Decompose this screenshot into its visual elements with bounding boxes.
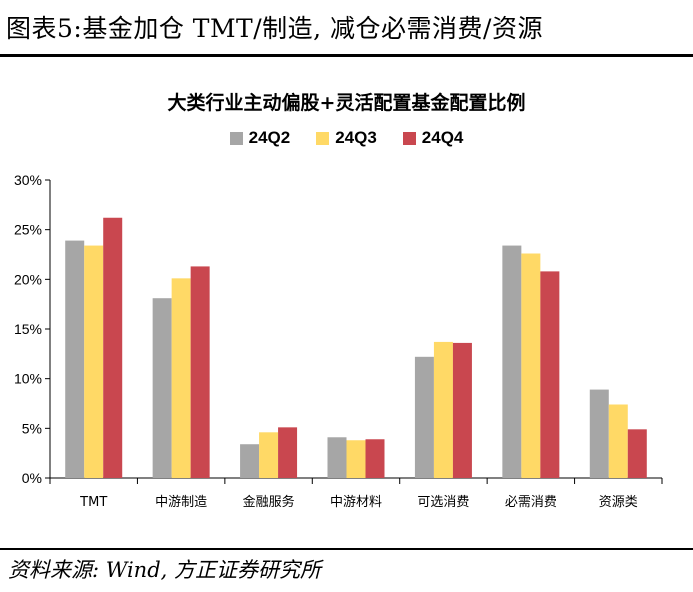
source-note: 资料来源: Wind, 方正证券研究所 xyxy=(8,558,321,582)
legend-swatch xyxy=(229,131,243,145)
bar-24Q4-6 xyxy=(627,429,647,478)
y-tick-label: 0% xyxy=(22,470,42,486)
bar-24Q2-5 xyxy=(502,245,522,478)
bar-24Q3-4 xyxy=(433,341,453,478)
bar-24Q4-2 xyxy=(278,427,298,478)
bar-chart-plot: 0% 5% 10% 15% 20% 25% 30% TMT 中游制造 金融服务 中游材料 可选消费 必需… xyxy=(14,172,663,510)
x-tick-label: 必需消费 xyxy=(505,495,557,510)
bar-24Q3-6 xyxy=(608,404,628,478)
bar-24Q2-0 xyxy=(65,240,85,478)
legend-item-24Q2: 24Q2 xyxy=(229,128,291,148)
bar-24Q2-2 xyxy=(240,444,260,478)
bar-24Q3-2 xyxy=(259,432,279,478)
chart-legend: 24Q2 24Q3 24Q4 xyxy=(0,128,693,148)
legend-label: 24Q2 xyxy=(248,128,291,147)
bar-24Q3-3 xyxy=(346,440,366,478)
legend-label: 24Q3 xyxy=(335,128,377,147)
y-tick-label: 30% xyxy=(14,172,42,188)
bar-24Q4-1 xyxy=(190,266,210,478)
y-tick-label: 20% xyxy=(14,271,42,287)
bar-24Q4-3 xyxy=(365,439,385,478)
figure-header: 图表5:基金加仓 TMT/制造, 减仓必需消费/资源 xyxy=(0,0,693,58)
y-tick-label: 15% xyxy=(14,321,42,337)
bar-24Q4-4 xyxy=(452,342,472,478)
x-tick-label: 中游材料 xyxy=(330,495,382,510)
x-tick-label: 资源类 xyxy=(599,495,638,510)
bar-24Q4-0 xyxy=(103,217,123,478)
y-tick-label: 25% xyxy=(14,222,42,238)
chart-container: 大类行业主动偏股+灵活配置基金配置比例 24Q2 24Q3 24Q4 0% 5% 10%… xyxy=(0,60,693,550)
x-tick-label: 中游制造 xyxy=(155,495,207,510)
y-tick-label: 10% xyxy=(14,371,42,387)
x-tick-label: 金融服务 xyxy=(243,494,295,510)
top-rule xyxy=(0,54,693,57)
legend-item-24Q3: 24Q3 xyxy=(316,128,377,148)
legend-swatch xyxy=(316,131,330,145)
figure-title: 图表5:基金加仓 TMT/制造, 减仓必需消费/资源 xyxy=(6,14,543,43)
legend-label: 24Q4 xyxy=(421,128,464,147)
y-tick-label: 5% xyxy=(22,420,42,436)
bar-24Q2-1 xyxy=(152,298,172,478)
x-tick-label: TMT xyxy=(79,495,107,510)
bar-24Q3-5 xyxy=(521,253,541,478)
bar-24Q3-0 xyxy=(84,245,104,478)
bar-24Q2-4 xyxy=(414,356,434,478)
x-tick-label: 可选消费 xyxy=(417,495,469,510)
bar-24Q2-3 xyxy=(327,437,347,478)
legend-item-24Q4: 24Q4 xyxy=(402,128,464,148)
legend-swatch xyxy=(402,131,416,145)
chart-title: 大类行业主动偏股+灵活配置基金配置比例 xyxy=(167,92,526,114)
bar-24Q4-5 xyxy=(540,271,560,478)
bar-24Q2-6 xyxy=(589,389,609,478)
bottom-rule xyxy=(0,548,693,550)
bar-24Q3-1 xyxy=(171,278,191,478)
